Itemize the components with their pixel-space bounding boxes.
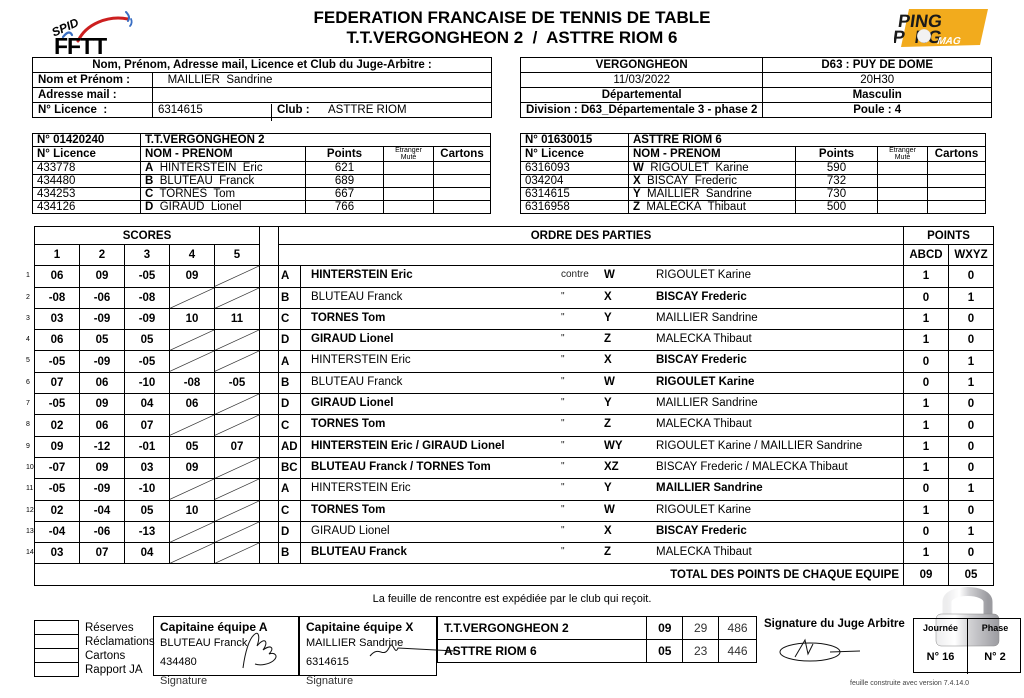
svg-text:MAG: MAG — [937, 36, 962, 47]
